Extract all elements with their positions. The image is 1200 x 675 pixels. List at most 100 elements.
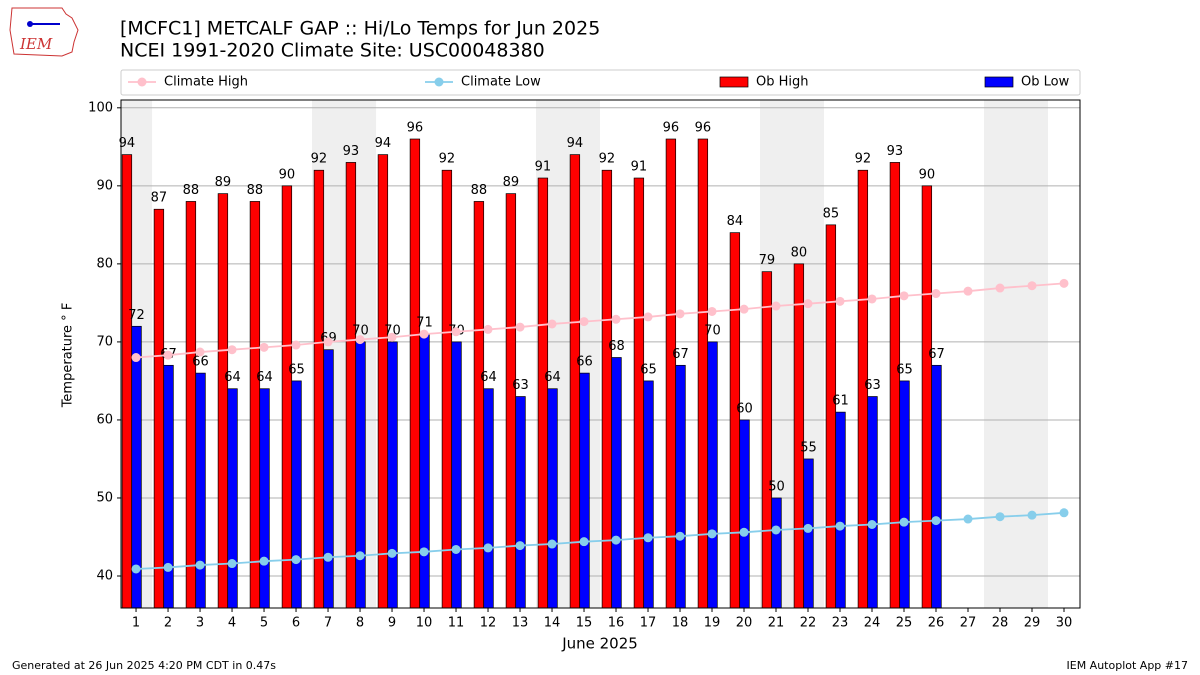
marker [259, 556, 269, 566]
data-label: 88 [247, 183, 264, 198]
x-tick-label: 2 [164, 616, 172, 631]
marker [803, 299, 813, 309]
bar [643, 380, 654, 609]
marker [931, 516, 941, 526]
x-tick-label: 3 [196, 616, 204, 631]
bar [345, 162, 357, 609]
x-tick-label: 1 [132, 616, 140, 631]
marker [227, 559, 237, 569]
marker [963, 514, 973, 524]
bar [697, 138, 709, 609]
data-label: 70 [704, 323, 721, 338]
logo: IEM [9, 7, 79, 57]
data-label: 80 [791, 245, 808, 260]
marker [163, 350, 173, 360]
marker [899, 517, 909, 527]
bar [377, 154, 389, 609]
bar [803, 458, 814, 609]
legend-label: Climate Low [461, 75, 541, 90]
bar [739, 419, 750, 609]
bar [761, 271, 773, 609]
bar [771, 497, 782, 609]
data-label: 55 [800, 440, 817, 455]
x-tick-label: 12 [480, 616, 497, 631]
data-label: 50 [768, 479, 785, 494]
x-tick-label: 29 [1024, 616, 1041, 631]
y-tick-label: 70 [96, 334, 113, 349]
x-tick-label: 27 [960, 616, 977, 631]
marker [995, 283, 1005, 293]
bar [249, 201, 261, 609]
marker [1027, 281, 1037, 291]
data-label: 87 [151, 191, 168, 206]
data-label: 92 [599, 152, 616, 167]
bar [611, 357, 622, 609]
marker [899, 291, 909, 301]
y-tick-label: 80 [96, 256, 113, 271]
weekend-band [984, 100, 1049, 608]
x-tick-label: 8 [356, 616, 364, 631]
marker [355, 551, 365, 561]
data-label: 84 [727, 214, 744, 229]
bar [121, 154, 133, 609]
marker [867, 520, 877, 530]
x-tick-label: 28 [992, 616, 1009, 631]
data-label: 61 [832, 394, 849, 409]
marker [611, 314, 621, 324]
y-tick-label: 40 [96, 569, 113, 584]
bar [921, 185, 933, 609]
legend-marker [137, 77, 147, 87]
data-label: 66 [192, 355, 209, 370]
marker [1059, 508, 1069, 518]
x-tick-label: 14 [544, 616, 561, 631]
marker [291, 340, 301, 350]
footer-left: Generated at 26 Jun 2025 4:20 PM CDT in … [12, 659, 276, 672]
marker [355, 335, 365, 345]
chart-subtitle: NCEI 1991-2020 Climate Site: USC00048380 [120, 40, 545, 62]
bar [195, 372, 206, 609]
bar [227, 388, 238, 609]
x-tick-label: 19 [704, 616, 721, 631]
data-label: 94 [119, 136, 136, 151]
marker [547, 539, 557, 549]
bar [707, 341, 718, 609]
bar [355, 341, 366, 609]
marker [579, 317, 589, 327]
marker [931, 289, 941, 299]
marker [227, 345, 237, 355]
bar [889, 162, 901, 609]
legend-swatch [984, 76, 1014, 88]
data-label: 96 [407, 121, 424, 136]
marker [675, 531, 685, 541]
legend-swatch [719, 76, 749, 88]
data-label: 93 [343, 144, 360, 159]
legend-marker [434, 77, 444, 87]
marker [771, 301, 781, 311]
data-label: 64 [224, 370, 241, 385]
data-label: 88 [183, 183, 200, 198]
marker [643, 533, 653, 543]
bar [729, 232, 741, 609]
bar [601, 169, 613, 609]
x-tick-label: 13 [512, 616, 529, 631]
x-axis-label: June 2025 [561, 635, 638, 653]
bar [473, 201, 485, 609]
data-label: 90 [919, 167, 936, 182]
data-label: 63 [512, 378, 529, 393]
x-tick-label: 25 [896, 616, 913, 631]
bar [675, 364, 686, 609]
data-label: 65 [640, 362, 657, 377]
bar [931, 364, 942, 609]
bar [899, 380, 910, 609]
x-tick-label: 24 [864, 616, 881, 631]
data-label: 89 [503, 175, 520, 190]
data-label: 60 [736, 401, 753, 416]
data-label: 94 [567, 136, 584, 151]
bar [547, 388, 558, 609]
bar [419, 333, 430, 609]
legend-label: Ob Low [1021, 75, 1070, 90]
data-label: 96 [695, 121, 712, 136]
marker [387, 332, 397, 342]
y-tick-label: 50 [96, 490, 113, 505]
